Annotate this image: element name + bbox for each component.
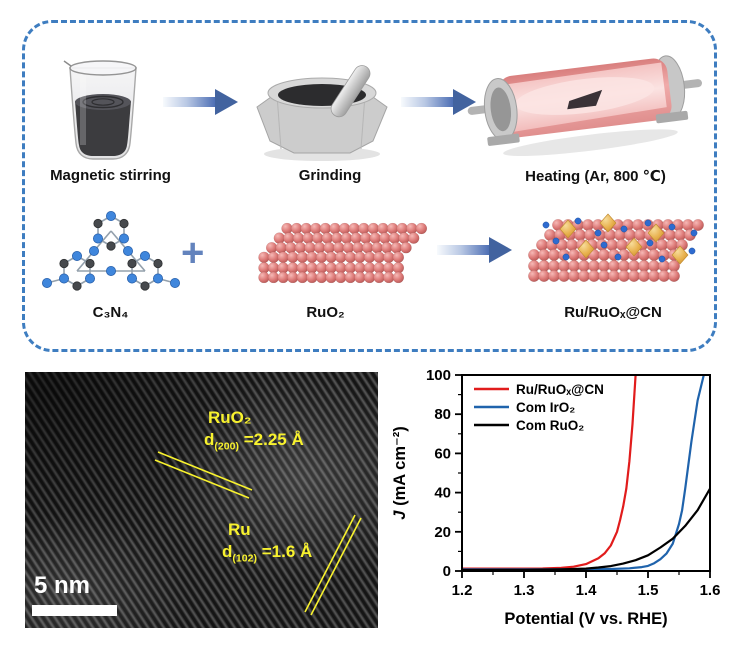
synthesis-scheme-panel: Magnetic stirring Grinding [22, 20, 717, 352]
svg-text:1.2: 1.2 [452, 582, 473, 599]
svg-text:100: 100 [426, 367, 451, 384]
d-base: d [222, 542, 233, 561]
d-base: d [204, 430, 215, 449]
svg-text:1.4: 1.4 [576, 582, 598, 599]
tem-image-panel: RuO₂ d(200) =2.25 Å Ru d(102) =1.6 Å 5 n… [25, 372, 378, 628]
scale-bar-label: 5 nm [34, 572, 91, 599]
plus-sign: + [181, 231, 205, 275]
svg-text:20: 20 [434, 524, 451, 541]
tem-phase-label-ruo2: RuO₂ [208, 408, 252, 427]
d-sub: (102) [232, 552, 257, 565]
svg-text:40: 40 [434, 485, 451, 502]
tem-dspacing-label-ruo2: d(200) =2.25 Å [204, 430, 304, 452]
d-sub: (200) [214, 440, 239, 453]
legend-entry: Com RuO₂ [516, 418, 584, 433]
arrow-right-icon [437, 237, 512, 263]
arrow-right-icon [401, 89, 476, 115]
step-label-grinding: Grinding [298, 167, 362, 184]
svg-text:J (mA cm⁻²): J (mA cm⁻²) [391, 426, 409, 519]
tem-phase-label-ru: Ru [228, 520, 251, 539]
arrow-right-icon [163, 89, 238, 115]
scale-bar [32, 605, 117, 616]
step-label-magnetic-stirring: Magnetic stirring [50, 167, 171, 184]
reactant-label-c3n4: C₃N₄ [92, 304, 129, 321]
tube-furnace-graphic [467, 55, 703, 157]
svg-text:80: 80 [434, 406, 451, 423]
svg-text:60: 60 [434, 445, 451, 462]
c3n4-molecule-graphic [41, 211, 180, 291]
mortar-pestle-graphic [256, 65, 388, 161]
ru-ruox-cn-lattice-graphic [528, 213, 704, 282]
sample-in-furnace [567, 89, 603, 110]
product-label-ru-ruox-cn: Ru/RuOₓ@CN [564, 304, 662, 321]
svg-text:1.3: 1.3 [514, 582, 535, 599]
step-label-heating: Heating (Ar, 800 ℃) [525, 168, 666, 185]
lsv-plot: 1.2 1.3 1.4 1.5 1.6 0 20 40 60 80 100 Potential (V … [391, 367, 721, 628]
beaker-graphic [63, 60, 137, 160]
d-value: =2.25 Å [238, 430, 304, 449]
reactant-label-ruo2: RuO₂ [306, 304, 345, 321]
svg-text:0: 0 [443, 563, 451, 580]
tem-dspacing-label-ru: d(102) =1.6 Å [222, 542, 312, 564]
d-value: =1.6 Å [256, 542, 313, 561]
legend-entry: Ru/RuOₓ@CN [516, 382, 604, 397]
lsv-chart-panel: 1.2 1.3 1.4 1.5 1.6 0 20 40 60 80 100 Potential (V … [390, 362, 739, 649]
legend-entry: Com IrO₂ [516, 400, 575, 415]
svg-text:Potential (V vs. RHE): Potential (V vs. RHE) [504, 610, 667, 628]
svg-text:1.6: 1.6 [700, 582, 721, 599]
ruo2-lattice-graphic [258, 222, 428, 284]
lattice-fringe-markers [154, 451, 362, 616]
svg-text:1.5: 1.5 [638, 582, 659, 599]
